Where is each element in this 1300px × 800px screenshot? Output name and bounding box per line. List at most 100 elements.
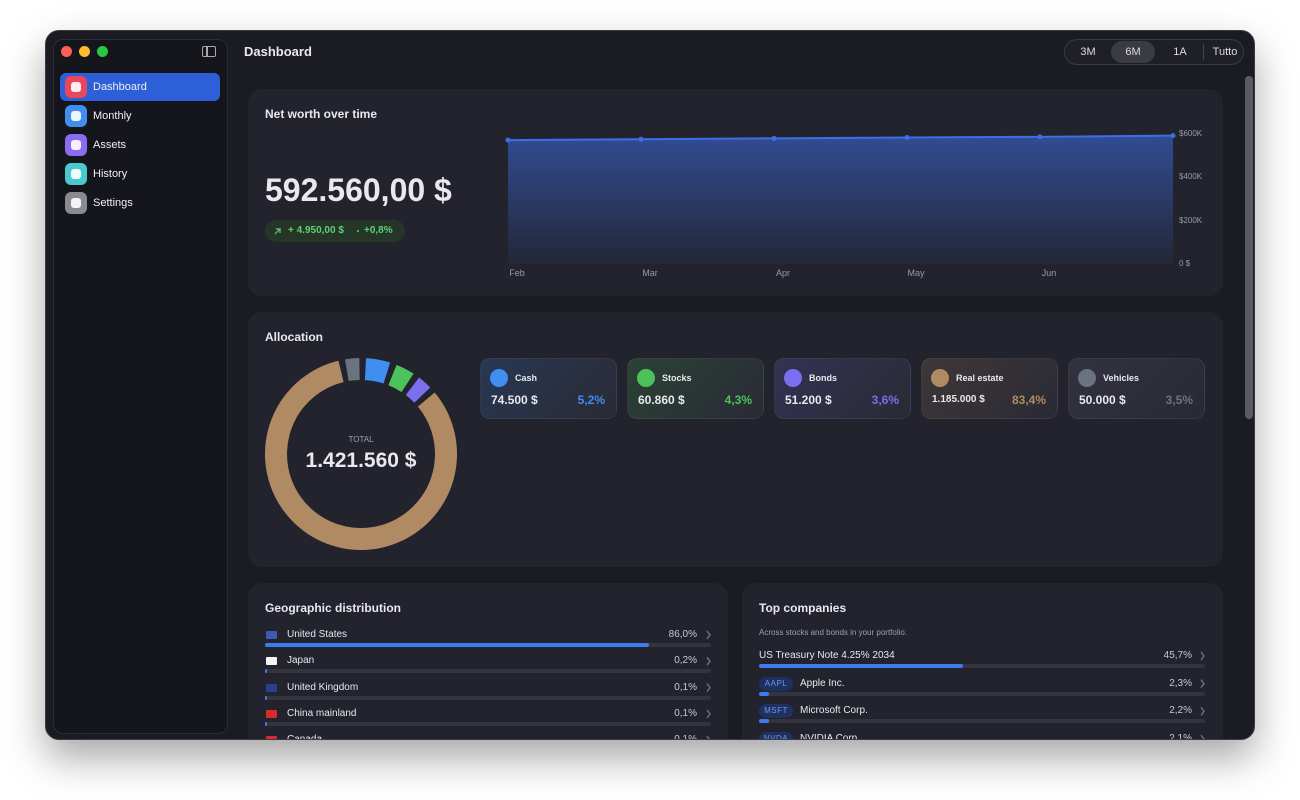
bar — [265, 721, 267, 726]
company-percent: 2,1% — [1169, 733, 1192, 740]
x-tick-label: May — [907, 268, 925, 278]
range-button[interactable]: 1A — [1173, 46, 1187, 58]
zoom-button[interactable] — [97, 46, 108, 57]
sidebar-icon — [65, 192, 87, 214]
card-title: Geographic distribution — [265, 601, 402, 615]
bar — [265, 669, 267, 674]
point — [505, 137, 511, 143]
change-arrow — [274, 228, 282, 235]
tile-name: Stocks — [662, 373, 692, 383]
tile-amount: 50.000 $ — [1079, 393, 1126, 407]
bar-track — [265, 669, 711, 674]
ticker: NVDA — [763, 734, 789, 740]
sidebar-item[interactable]: Assets — [93, 139, 127, 151]
close-button[interactable] — [61, 46, 72, 57]
donut-segment — [344, 358, 360, 382]
country-percent: 0,1% — [674, 681, 697, 693]
tile-percent: 83,4% — [1011, 393, 1046, 407]
change-amount: + 4.950,00 $ — [288, 225, 344, 236]
sidebar-icon — [65, 105, 87, 127]
country-name: Japan — [287, 655, 315, 667]
line — [507, 134, 1174, 142]
point — [1037, 134, 1043, 140]
chevron — [706, 735, 710, 739]
geo-card — [248, 583, 728, 739]
company-name: Apple Inc. — [800, 677, 845, 689]
allocation-tile[interactable] — [1068, 358, 1205, 419]
sidebar-item[interactable]: History — [93, 168, 128, 180]
sidebar-item[interactable]: Settings — [93, 197, 133, 209]
card-subtitle: Across stocks and bonds in your portfoli… — [759, 628, 908, 637]
donut-total: 1.421.560 $ — [305, 449, 417, 472]
companies-card — [742, 583, 1223, 739]
range-button[interactable]: 6M — [1125, 46, 1141, 58]
company-percent: 2,3% — [1169, 677, 1192, 689]
bar-track — [759, 719, 1205, 724]
tile-icon — [637, 369, 655, 387]
ticker-pill — [759, 732, 793, 739]
x-tick-label: Apr — [775, 268, 791, 278]
chevron — [706, 656, 711, 666]
country-name: Canada — [287, 734, 323, 740]
y-tick-label: $600K — [1179, 129, 1203, 138]
card-title: Top companies — [759, 601, 847, 615]
tile-name: Real estate — [956, 373, 1004, 383]
range-separator — [1203, 44, 1204, 60]
company-name: Microsoft Corp. — [800, 705, 868, 717]
sidebar-toggle[interactable] — [202, 46, 216, 57]
tile-percent: 3,6% — [871, 393, 899, 407]
ticker-pill — [759, 704, 793, 719]
donut-segment — [388, 364, 414, 393]
x-tick-label: Mar — [642, 268, 658, 278]
country-name: United Kingdom — [287, 681, 359, 693]
bar-track — [265, 695, 711, 700]
country-name: China mainland — [287, 707, 357, 719]
chart-layer — [265, 133, 1205, 739]
scrollbar[interactable] — [1245, 76, 1253, 419]
point — [904, 134, 910, 140]
change-pill — [265, 220, 405, 242]
bar-track — [265, 721, 711, 726]
tile-percent: 4,3% — [724, 393, 752, 407]
tile-amount: 51.200 $ — [785, 393, 832, 407]
point — [771, 135, 777, 141]
donut-label: TOTAL — [348, 435, 374, 444]
point — [1170, 133, 1176, 139]
tile-icon — [784, 369, 802, 387]
tile-icon — [931, 369, 949, 387]
sidebar-item[interactable]: Monthly — [93, 110, 132, 122]
country-percent: 0,1% — [674, 734, 697, 740]
allocation-tile[interactable] — [774, 358, 911, 419]
area — [508, 135, 1173, 264]
allocation-tile[interactable] — [627, 358, 764, 419]
chevron — [1200, 651, 1205, 661]
bar — [759, 719, 769, 724]
tile-percent: 3,5% — [1165, 393, 1193, 407]
range-button[interactable]: 3M — [1080, 46, 1096, 58]
chevron — [1200, 679, 1205, 689]
sidebar-item[interactable]: Dashboard — [93, 81, 147, 93]
app-window: Dashboard 3M 6M 1A Tutto Dashboard Monthly Asse… — [45, 30, 1255, 740]
bar-track — [759, 664, 1205, 668]
chevron — [706, 683, 711, 692]
chevron — [1200, 707, 1205, 716]
sidebar-icon — [65, 163, 87, 185]
card-title: Net worth over time — [265, 107, 378, 121]
country-percent: 86,0% — [668, 629, 697, 640]
ticker: AAPL — [764, 678, 788, 688]
tile-name: Bonds — [809, 373, 837, 383]
range-selected — [1111, 41, 1155, 63]
flag — [266, 736, 277, 739]
tile-name: Vehicles — [1103, 373, 1140, 383]
donut-segment — [405, 377, 431, 403]
allocation-tile[interactable] — [480, 358, 617, 419]
ticker-pill — [759, 676, 793, 691]
minimize-button[interactable] — [79, 46, 90, 57]
allocation-tile[interactable] — [921, 358, 1058, 419]
bar — [759, 664, 963, 668]
y-tick-label: 0 $ — [1179, 259, 1191, 268]
page-title: Dashboard — [244, 44, 312, 59]
range-button[interactable]: Tutto — [1212, 46, 1238, 58]
x-tick-label: Jun — [1041, 268, 1057, 278]
